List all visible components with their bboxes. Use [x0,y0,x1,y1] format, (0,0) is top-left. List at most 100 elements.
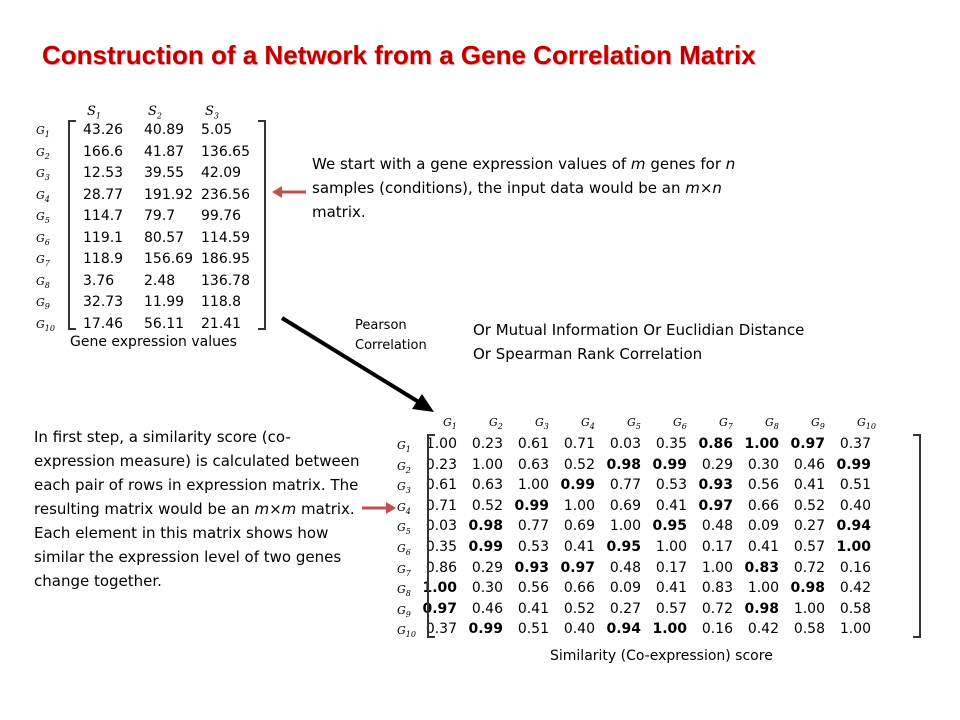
matrix-cell: 0.52 [563,600,595,617]
matrix-cell: 0.17 [701,539,733,555]
matrix-cell: 0.95 [606,539,641,555]
matrix-cell: 0.61 [425,477,457,494]
matrix-cell: 0.72 [701,600,733,617]
column-header: G8 [765,416,779,432]
similarity-matrix: G1 G2 G3 G4 G5 G6 G7 G8 G9 G10 G1 G2 G3 G4 G5 G6 G7 G8 G9 G… [395,412,935,672]
matrix-cell: 42.09 [201,165,242,181]
column-header: S1 [87,104,101,121]
column-header: G7 [719,416,733,432]
matrix-cell: 136.65 [201,143,250,160]
column-header: G3 [535,416,549,432]
pointer-arrow-icon [272,186,306,198]
matrix-cell: 0.97 [560,559,595,576]
matrix-cell: 0.63 [517,456,549,473]
row-header: G4 [36,188,50,204]
matrix-cell: 0.27 [609,600,641,617]
matrix-cell: 0.48 [701,518,733,535]
matrix-cell: 0.97 [698,497,733,514]
matrix-cell: 1.00 [609,518,641,535]
row-header: G3 [36,167,50,183]
matrix-cell: 1.00 [839,621,871,638]
matrix-cell: 39.55 [144,165,185,181]
alternatives-text: Or Mutual Information Or Euclidian Dista… [473,318,893,366]
matrix-cell: 0.69 [609,497,641,514]
left-bracket [427,434,435,638]
matrix-cell: 0.29 [701,456,733,473]
matrix-cell: 43.26 [83,122,124,138]
matrix-cell: 0.71 [425,497,457,514]
matrix-cell: 0.03 [425,518,457,535]
matrix-cell: 0.29 [471,559,503,576]
matrix-cell: 0.77 [609,477,641,494]
matrix-cell: 0.16 [839,559,871,576]
matrix-cell: 0.27 [793,518,825,535]
alternative-1: Or Mutual Information Or Euclidian Dista… [473,321,805,339]
matrix-cell: 12.53 [83,165,124,181]
matrix-cell: 0.93 [698,477,733,494]
matrix-cell: 5.05 [201,122,233,138]
matrix-cell: 0.66 [563,580,595,597]
matrix-cell: 0.99 [560,477,595,494]
matrix-cell: 0.98 [606,456,641,473]
matrix-cell: 0.56 [517,580,549,597]
matrix-cell: 0.94 [836,518,871,535]
matrix-cell: 156.69 [144,251,193,267]
method-label: Pearson Correlation [355,318,427,353]
matrix-cell: 0.69 [563,518,595,535]
matrix-cell: 0.51 [517,621,549,638]
matrix-cell: 0.61 [517,436,549,452]
matrix-cell: 0.57 [655,600,687,617]
matrix-cell: 0.41 [655,497,687,514]
row-header: G9 [397,603,411,619]
matrix-cell: 0.57 [793,539,825,555]
matrix-cell: 114.59 [201,229,250,246]
matrix-cell: 79.7 [144,208,176,224]
matrix-cell: 136.78 [201,272,250,289]
right-bracket [913,434,921,638]
matrix-cell: 0.98 [468,518,503,535]
matrix-cell: 0.40 [839,497,871,514]
matrix-cell: 0.99 [468,621,503,638]
matrix-cell: 1.00 [422,580,457,597]
matrix-cell: 0.48 [609,559,641,576]
matrix-cell: 3.76 [83,272,115,289]
row-header: G1 [36,124,50,140]
flow-arrow-icon [280,316,434,412]
matrix-cell: 0.94 [606,621,641,638]
right-bracket [258,120,266,330]
matrix-cell: 1.00 [744,436,779,452]
matrix-cell: 2.48 [144,272,176,289]
row-header: G7 [36,253,50,269]
matrix-cell: 99.76 [201,208,242,224]
matrix-cell: 0.42 [839,580,871,597]
matrix-cell: 40.89 [144,122,185,138]
intro-text: We start with a gene expression values o… [312,155,736,221]
matrix-cell: 0.86 [425,559,457,576]
matrix-cell: 21.41 [201,315,242,332]
matrix-cell: 0.23 [471,436,503,452]
pointer-arrow-icon [362,502,396,514]
matrix-cell: 0.35 [425,539,457,555]
row-header: G10 [36,317,55,333]
matrix-cell: 0.09 [747,518,779,535]
matrix-cell: 0.35 [655,436,687,452]
matrix-cell: 0.46 [793,456,825,473]
matrix-cell: 0.83 [744,559,779,576]
matrix-cell: 0.41 [747,539,779,555]
row-header: G10 [397,624,416,640]
alternative-2: Or Spearman Rank Correlation [473,345,703,363]
matrix-cell: 0.71 [563,436,595,452]
matrix-cell: 0.97 [422,600,457,617]
column-header: G4 [581,416,595,432]
row-header: G5 [36,210,50,226]
row-header: G8 [397,583,411,599]
matrix-cell: 1.00 [563,497,595,514]
matrix-cell: 0.99 [836,456,871,473]
matrix-cell: 0.41 [563,539,595,555]
matrix-cell: 0.42 [747,621,779,638]
column-header: G5 [627,416,641,432]
row-header: G4 [397,500,411,516]
matrix-cell: 0.99 [468,539,503,555]
step-text: In first step, a similarity score (co-ex… [34,428,360,590]
matrix-caption: Gene expression values [70,334,237,350]
